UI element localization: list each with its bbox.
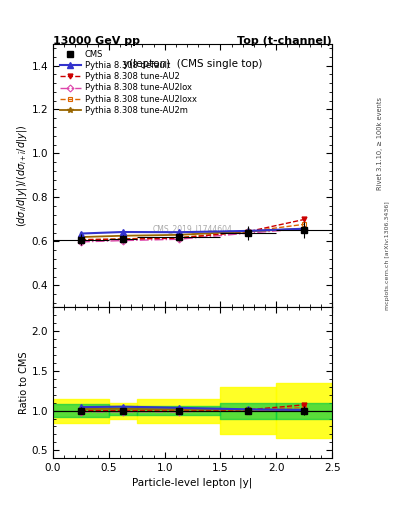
Text: Top (t-channel): Top (t-channel) xyxy=(237,36,332,46)
Legend: CMS, Pythia 8.308 default, Pythia 8.308 tune-AU2, Pythia 8.308 tune-AU2lox, Pyth: CMS, Pythia 8.308 default, Pythia 8.308 … xyxy=(57,48,199,117)
Text: Rivet 3.1.10, ≥ 100k events: Rivet 3.1.10, ≥ 100k events xyxy=(377,97,384,190)
Y-axis label: $(d\sigma_i/d|y|)/(d\sigma_{i+\bar{i}}/d|y|)$: $(d\sigma_i/d|y|)/(d\sigma_{i+\bar{i}}/d… xyxy=(15,124,29,227)
Text: CMS_2019_I1744604: CMS_2019_I1744604 xyxy=(152,224,233,233)
Text: mcplots.cern.ch [arXiv:1306.3436]: mcplots.cern.ch [arXiv:1306.3436] xyxy=(385,202,389,310)
X-axis label: Particle-level lepton |y|: Particle-level lepton |y| xyxy=(132,477,253,488)
Text: 13000 GeV pp: 13000 GeV pp xyxy=(53,36,140,46)
Text: y(lepton)  (CMS single top): y(lepton) (CMS single top) xyxy=(123,59,262,69)
Y-axis label: Ratio to CMS: Ratio to CMS xyxy=(19,352,29,414)
